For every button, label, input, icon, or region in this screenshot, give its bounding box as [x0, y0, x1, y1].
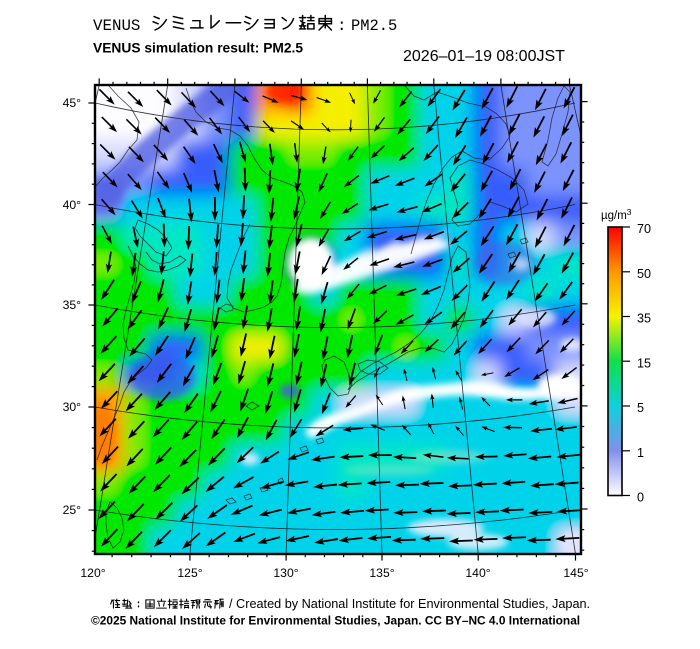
svg-text:70: 70: [637, 222, 651, 236]
svg-text:35: 35: [637, 312, 651, 326]
svg-text:50: 50: [637, 267, 651, 281]
svg-text:135°: 135°: [369, 566, 394, 580]
svg-text:45°: 45°: [63, 96, 82, 110]
svg-text:/ Created by National Institut: / Created by National Institute for Envi…: [229, 597, 590, 611]
svg-text:40°: 40°: [63, 198, 82, 212]
svg-text:PM2.5: PM2.5: [351, 17, 397, 35]
svg-text:120°: 120°: [80, 566, 105, 580]
svg-text::: :: [337, 17, 346, 35]
svg-text:140°: 140°: [465, 566, 490, 580]
svg-text:µg/m3: µg/m3: [601, 207, 632, 222]
svg-text:130°: 130°: [273, 566, 298, 580]
svg-text:15: 15: [637, 356, 651, 370]
svg-text:1: 1: [637, 446, 644, 460]
svg-text:©2025 National Institute for E: ©2025 National Institute for Environment…: [91, 614, 580, 628]
svg-text:0: 0: [637, 491, 644, 505]
svg-text:125°: 125°: [177, 566, 202, 580]
svg-text:145°: 145°: [563, 566, 588, 580]
svg-text:VENUS: VENUS: [93, 17, 140, 35]
svg-text:25°: 25°: [63, 503, 82, 517]
svg-text:30°: 30°: [63, 400, 82, 414]
svg-text:35°: 35°: [63, 298, 82, 312]
svg-text:VENUS simulation result: PM2.5: VENUS simulation result: PM2.5: [93, 41, 303, 56]
svg-text:5: 5: [637, 401, 644, 415]
svg-text:2026–01–19 08:00JST: 2026–01–19 08:00JST: [403, 48, 565, 65]
